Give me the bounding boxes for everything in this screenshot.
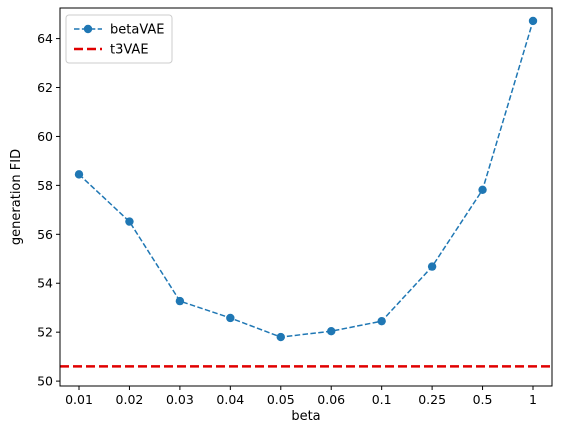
y-axis: 50 52 54 56 58 60 62 64: [37, 31, 60, 389]
x-tick-label: 0.03: [166, 392, 194, 407]
y-axis-label: generation FID: [9, 149, 24, 245]
y-tick-label: 58: [37, 178, 53, 193]
data-point-betavae: [528, 16, 538, 26]
y-tick-label: 64: [37, 31, 53, 46]
series-line-betavae: [78, 20, 534, 338]
legend-box: [65, 14, 173, 64]
x-tick-label: 0.1: [372, 392, 392, 407]
x-axis: 0.01 0.02 0.03 0.04 0.05 0.06 0.1 0.25 0.5 1: [65, 386, 537, 407]
data-point-betavae: [74, 170, 84, 179]
y-tick-label: 56: [37, 227, 53, 242]
y-tick-label: 54: [37, 276, 53, 291]
x-tick-label: 0.25: [418, 392, 446, 407]
legend-label-betavae: betaVAE: [110, 23, 164, 38]
data-point-betavae: [427, 262, 437, 271]
x-tick-label: 0.05: [267, 392, 295, 407]
legend-marker-betavae: [83, 24, 93, 34]
data-point-betavae: [175, 296, 185, 306]
data-point-betavae: [377, 316, 386, 326]
x-axis-label: beta: [291, 409, 320, 424]
plot-area: [60, 16, 552, 368]
y-tick-label: 60: [37, 129, 53, 144]
data-point-betavae: [327, 326, 336, 336]
legend: betaVAE t3VAE: [65, 14, 173, 64]
axes-frame: [59, 7, 553, 387]
x-tick-label: 0.5: [473, 392, 493, 407]
data-point-betavae: [276, 332, 285, 342]
data-point-betavae: [226, 313, 235, 323]
x-tick-label: 0.01: [65, 392, 93, 407]
y-tick-label: 50: [37, 374, 53, 389]
x-tick-label: 0.06: [317, 392, 345, 407]
y-tick-label: 52: [37, 325, 53, 340]
x-tick-label: 0.04: [216, 392, 244, 407]
legend-label-t3vae: t3VAE: [110, 43, 149, 58]
data-point-betavae: [478, 185, 487, 194]
x-tick-label: 1: [529, 392, 537, 407]
y-tick-label: 62: [37, 80, 53, 95]
data-point-betavae: [125, 217, 134, 226]
x-tick-label: 0.02: [116, 392, 144, 407]
